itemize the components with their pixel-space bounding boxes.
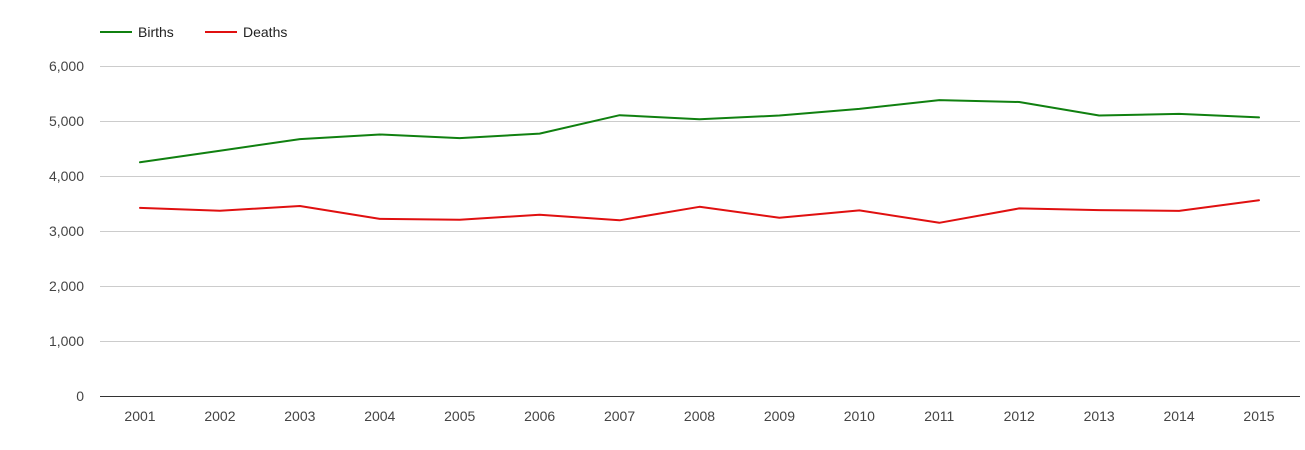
y-tick-label: 2,000 [49, 278, 84, 294]
y-tick-label: 3,000 [49, 223, 84, 239]
series-line-births [139, 99, 1260, 164]
x-tick-label: 2009 [764, 408, 795, 424]
x-tick-label: 2010 [844, 408, 875, 424]
series-layer [139, 99, 1260, 224]
x-tick-label: 2011 [924, 408, 954, 424]
x-tick-label: 2015 [1243, 408, 1274, 424]
x-tick-label: 2014 [1163, 408, 1194, 424]
x-tick-label: 2005 [444, 408, 475, 424]
y-tick-label: 4,000 [49, 168, 84, 184]
x-tick-label: 2012 [1004, 408, 1035, 424]
gridlines [100, 66, 1300, 342]
legend-deaths-label: Deaths [243, 24, 287, 40]
y-axis-ticks: 0 1,000 2,000 3,000 4,000 5,000 6,000 [49, 58, 84, 404]
x-tick-label: 2002 [204, 408, 235, 424]
x-tick-label: 2004 [364, 408, 395, 424]
legend: Births Deaths [100, 24, 287, 40]
y-tick-label: 0 [76, 388, 84, 404]
x-tick-label: 2013 [1084, 408, 1115, 424]
x-axis-ticks: 2001 2002 2003 2004 2005 2006 2007 2008 2009 2010… [124, 408, 1274, 424]
x-tick-label: 2006 [524, 408, 555, 424]
y-tick-label: 1,000 [49, 333, 84, 349]
series-line-deaths [139, 199, 1260, 224]
y-tick-label: 5,000 [49, 113, 84, 129]
y-tick-label: 6,000 [49, 58, 84, 74]
x-tick-label: 2008 [684, 408, 715, 424]
x-tick-label: 2007 [604, 408, 635, 424]
legend-births-label: Births [138, 24, 174, 40]
x-tick-label: 2001 [124, 408, 155, 424]
x-tick-label: 2003 [284, 408, 315, 424]
